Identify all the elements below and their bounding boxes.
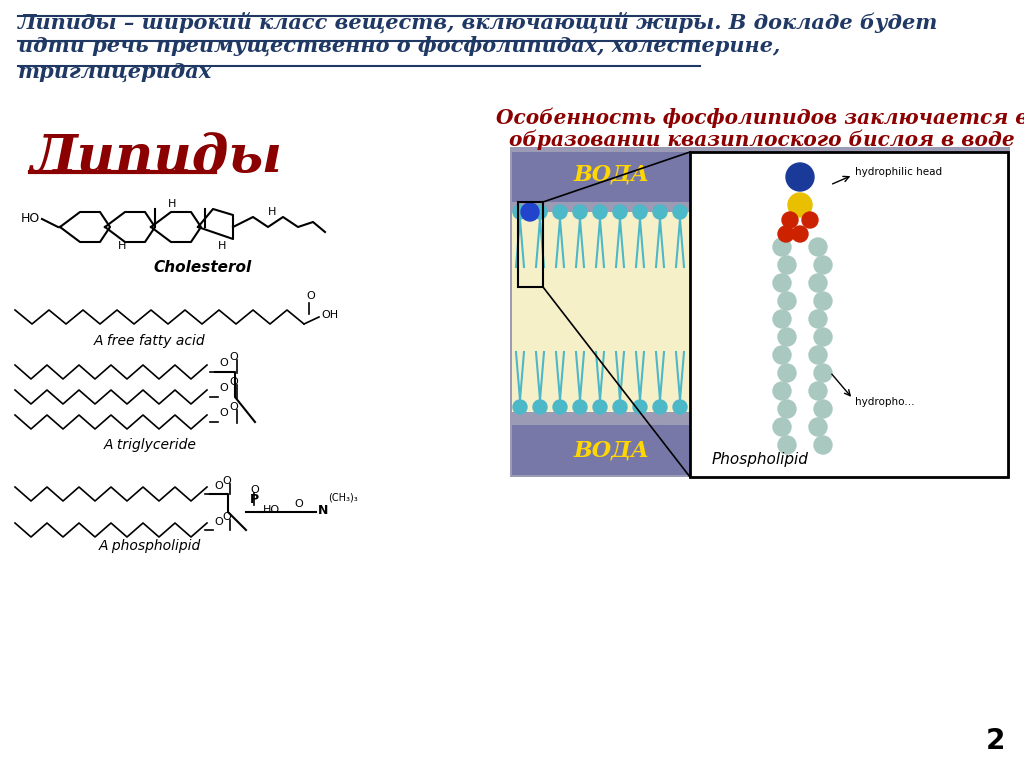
Text: O: O (219, 383, 227, 393)
Circle shape (778, 226, 794, 242)
Text: образовании квазиплоского бислоя в воде: образовании квазиплоского бислоя в воде (509, 129, 1015, 150)
Circle shape (814, 436, 831, 454)
Text: H: H (118, 241, 126, 251)
Circle shape (809, 346, 827, 364)
Text: O: O (219, 408, 227, 418)
Circle shape (782, 212, 798, 228)
Circle shape (778, 400, 796, 418)
Circle shape (673, 400, 687, 414)
Circle shape (778, 436, 796, 454)
Text: O: O (250, 485, 259, 495)
Circle shape (773, 382, 791, 400)
Circle shape (809, 418, 827, 436)
Text: H: H (218, 241, 226, 251)
Circle shape (513, 205, 527, 219)
Text: O: O (222, 512, 230, 522)
Circle shape (809, 382, 827, 400)
Bar (512, 152, 712, 202)
Text: O: O (229, 377, 238, 387)
Circle shape (553, 205, 567, 219)
Circle shape (773, 418, 791, 436)
Circle shape (773, 310, 791, 328)
Circle shape (802, 212, 818, 228)
Text: идти речь преимущественно о фосфолипидах, холестерине,: идти речь преимущественно о фосфолипидах… (18, 37, 780, 58)
Circle shape (573, 400, 587, 414)
Bar (512, 425, 712, 475)
Bar (512, 212, 712, 412)
Text: OH: OH (321, 310, 338, 320)
Circle shape (809, 274, 827, 292)
Circle shape (534, 400, 547, 414)
Circle shape (673, 205, 687, 219)
Text: O: O (219, 358, 227, 368)
Circle shape (814, 400, 831, 418)
Text: O: O (229, 352, 238, 362)
Circle shape (521, 203, 539, 221)
Text: A phospholipid: A phospholipid (99, 539, 201, 553)
Text: H: H (268, 207, 276, 217)
Circle shape (814, 256, 831, 274)
Circle shape (792, 226, 808, 242)
Circle shape (553, 400, 567, 414)
Text: Cholesterol: Cholesterol (154, 260, 252, 275)
Text: 2: 2 (986, 727, 1005, 755)
Circle shape (633, 400, 647, 414)
Text: O: O (214, 517, 223, 527)
Text: P: P (250, 493, 259, 506)
Text: hydrophilic head: hydrophilic head (855, 167, 942, 177)
Text: N: N (318, 503, 329, 516)
Text: Phospholipid: Phospholipid (712, 452, 808, 467)
Circle shape (513, 400, 527, 414)
Circle shape (613, 400, 627, 414)
Circle shape (593, 400, 607, 414)
Text: Липиды: Липиды (30, 132, 282, 183)
Text: O: O (222, 476, 230, 486)
Text: A triglyceride: A triglyceride (103, 438, 197, 452)
Text: O: O (229, 402, 238, 412)
Text: H: H (168, 199, 176, 209)
Circle shape (693, 400, 707, 414)
Text: hydropho...: hydropho... (855, 397, 914, 407)
Text: Липиды – широкий класс веществ, включающий жиры. В докладе будет: Липиды – широкий класс веществ, включающ… (18, 12, 938, 33)
Text: HO: HO (20, 212, 40, 225)
Circle shape (613, 205, 627, 219)
Text: O: O (294, 499, 303, 509)
Text: HO: HO (263, 505, 281, 515)
Circle shape (633, 205, 647, 219)
Circle shape (778, 328, 796, 346)
Circle shape (773, 346, 791, 364)
Text: ВОДА: ВОДА (574, 439, 650, 461)
Circle shape (814, 292, 831, 310)
Bar (510, 147, 1010, 477)
Circle shape (814, 364, 831, 382)
Circle shape (778, 292, 796, 310)
Circle shape (773, 238, 791, 256)
Text: A free fatty acid: A free fatty acid (94, 334, 206, 348)
Circle shape (778, 256, 796, 274)
Circle shape (773, 274, 791, 292)
Circle shape (778, 364, 796, 382)
Circle shape (653, 205, 667, 219)
Circle shape (534, 205, 547, 219)
Circle shape (809, 310, 827, 328)
Circle shape (693, 205, 707, 219)
Circle shape (593, 205, 607, 219)
Circle shape (573, 205, 587, 219)
Circle shape (653, 400, 667, 414)
Circle shape (809, 238, 827, 256)
Circle shape (786, 163, 814, 191)
Bar (518, 202, 543, 287)
Text: O: O (306, 291, 314, 301)
Circle shape (814, 328, 831, 346)
Bar (690, 152, 1008, 477)
Circle shape (788, 193, 812, 217)
Text: O: O (214, 481, 223, 491)
Text: ВОДА: ВОДА (574, 164, 650, 186)
Text: (CH₃)₃: (CH₃)₃ (328, 492, 357, 502)
Text: Особенность фосфолипидов заключается в: Особенность фосфолипидов заключается в (496, 107, 1024, 127)
Text: триглицеридах: триглицеридах (18, 62, 212, 82)
